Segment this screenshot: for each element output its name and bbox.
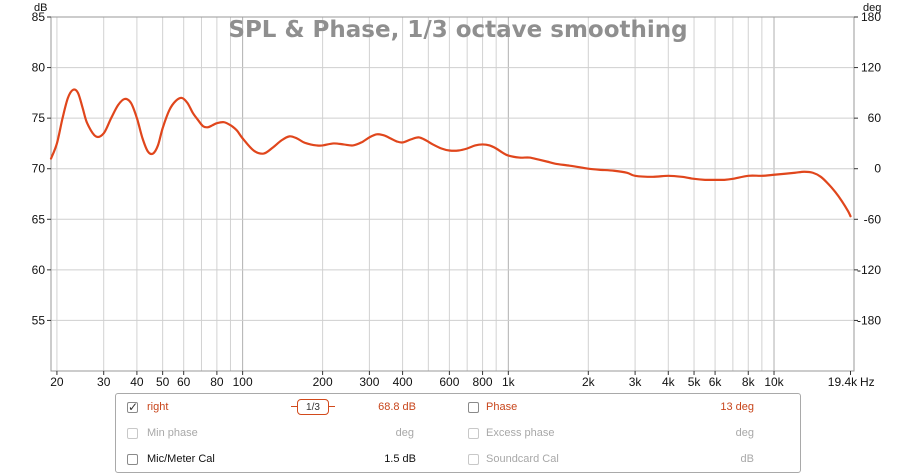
tick-label-x: 1k [502, 375, 516, 389]
min-phase-checkbox[interactable] [127, 428, 138, 439]
tick-label-left: 70 [32, 162, 46, 176]
tick-label-x: 300 [359, 375, 379, 389]
series-label: right [147, 401, 169, 413]
excess-phase-checkbox[interactable] [468, 428, 479, 439]
tick-label-x: 50 [156, 375, 170, 389]
tick-label-x: 20 [50, 375, 64, 389]
tick-label-x: 4k [662, 375, 676, 389]
grid-lines [51, 16, 855, 371]
legend-row-2: Min phase deg Excess phase deg [116, 423, 800, 445]
x-axis-unit: Hz [860, 375, 875, 389]
plot-frame [50, 16, 855, 372]
tick-label-x: 40 [130, 375, 144, 389]
tick-label-right: -120 [857, 263, 881, 277]
tick-label-right: 60 [868, 111, 882, 125]
left-axis-ticks: 55 60 65 70 75 80 85 [32, 10, 51, 327]
tick-label-x: 80 [210, 375, 224, 389]
right-axis-ticks: -180 -120 -60 0 60 120 180 [854, 10, 881, 327]
tick-label-right: -60 [864, 212, 882, 226]
excess-phase-unit: deg [735, 427, 754, 439]
right-series-checkbox[interactable]: ✓ [127, 400, 139, 414]
right-axis-unit: deg [863, 2, 881, 14]
tick-label-x: 200 [313, 375, 333, 389]
tick-label-x: 60 [177, 375, 191, 389]
tick-label-x: 600 [439, 375, 459, 389]
mic-cal-value: 1.5 dB [384, 453, 416, 465]
legend-panel: ✓ right 1/3 68.8 dB Phase 13 deg Min pha… [115, 393, 801, 473]
excess-phase-label: Excess phase [486, 427, 555, 439]
series-line-right [49, 88, 852, 218]
mic-cal-label: Mic/Meter Cal [147, 453, 215, 465]
tick-label-x: 10k [764, 375, 784, 389]
legend-row-3: Mic/Meter Cal 1.5 dB Soundcard Cal dB [116, 449, 800, 471]
smoothing-label: 1/3 [306, 402, 320, 413]
tick-label-x: 30 [97, 375, 111, 389]
tick-label-left: 75 [32, 111, 46, 125]
tick-label-x: 800 [473, 375, 493, 389]
tick-label-left: 85 [32, 10, 46, 24]
tick-label-x: 5k [688, 375, 702, 389]
tick-label-right: 180 [861, 10, 881, 24]
checkmark-icon: ✓ [128, 400, 139, 414]
tick-label-left: 80 [32, 61, 46, 75]
phase-label: Phase [486, 401, 518, 413]
spl-phase-chart: SPL & Phase, 1/3 octave smoothing dB deg… [32, 2, 882, 389]
tick-label-right: 0 [874, 162, 881, 176]
legend-row-1: ✓ right 1/3 68.8 dB Phase 13 deg [116, 397, 800, 419]
spl-value: 68.8 dB [378, 401, 416, 413]
phase-value: 13 deg [720, 401, 754, 413]
left-axis-unit: dB [34, 2, 47, 14]
smoothing-button[interactable]: 1/3 [291, 399, 335, 415]
mic-cal-checkbox[interactable] [127, 454, 138, 465]
tick-label-x: 6k [709, 375, 723, 389]
tick-label-x: 100 [233, 375, 253, 389]
soundcard-cal-unit: dB [740, 453, 754, 465]
tick-label-right: -180 [857, 313, 881, 327]
tick-label-left: 65 [32, 212, 46, 226]
plot-background [51, 17, 854, 371]
soundcard-cal-checkbox[interactable] [468, 454, 479, 465]
phase-checkbox[interactable] [468, 402, 479, 413]
min-phase-unit: deg [395, 427, 414, 439]
tick-label-x: 3k [629, 375, 643, 389]
tick-label-right: 120 [861, 61, 881, 75]
tick-label-x: 2k [582, 375, 596, 389]
tick-label-x: 400 [393, 375, 413, 389]
tick-label-x: 19.4k [828, 375, 858, 389]
tick-label-left: 60 [32, 263, 46, 277]
tick-label-x: 8k [742, 375, 756, 389]
soundcard-cal-label: Soundcard Cal [486, 453, 559, 465]
tick-label-left: 55 [32, 313, 46, 327]
x-axis-ticks: 20 30 40 50 60 80 100 200 300 400 600 800 1k 2k 3k 4k 5k… [50, 371, 858, 389]
min-phase-label: Min phase [147, 427, 198, 439]
chart-title: SPL & Phase, 1/3 octave smoothing [228, 17, 687, 43]
